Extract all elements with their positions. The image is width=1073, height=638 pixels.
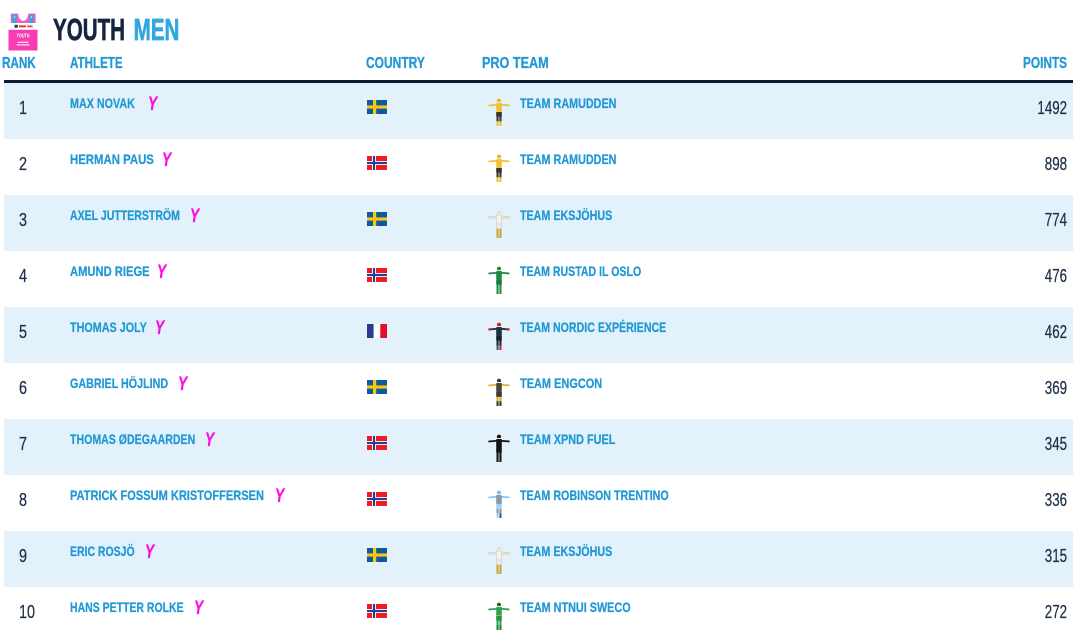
svg-text:YOUTH: YOUTH [17, 34, 30, 40]
